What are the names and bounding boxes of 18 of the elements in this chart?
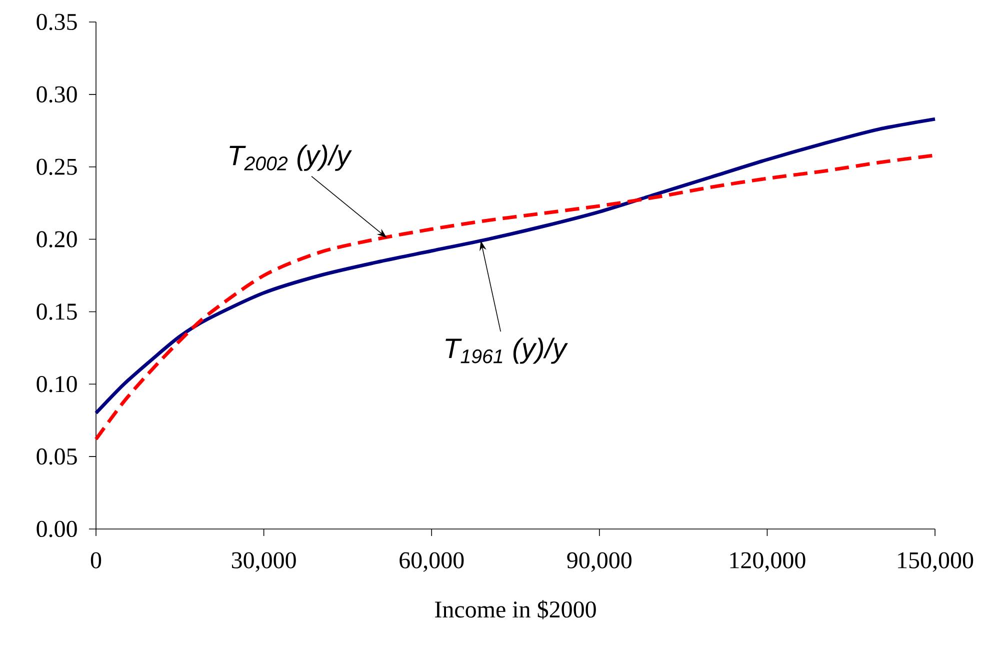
- x-tick-label: 120,000: [730, 552, 806, 572]
- annotation: T$_{1961}$ (y)/y: [446, 338, 568, 364]
- line-series: [94, 117, 937, 415]
- y-tick-label: 0.35: [36, 14, 77, 30]
- y-tick-label: 0.10: [36, 376, 77, 392]
- y-tick-label: 0.05: [36, 448, 77, 465]
- x-tick-label: 60,000: [400, 552, 464, 572]
- y-tick-label: 0.15: [36, 304, 77, 320]
- x-tick-label: 90,000: [567, 552, 632, 572]
- x-tick-label: 0: [90, 552, 102, 568]
- x-tick-label: 30,000: [232, 552, 296, 572]
- annotation: T$_{2002}$ (y)/y: [230, 144, 352, 171]
- y-tick-label: 0.30: [36, 86, 77, 103]
- x-axis-title: Income in $2000: [435, 600, 596, 620]
- y-tick-label: 0.20: [36, 231, 77, 248]
- y-tick-label: 0.25: [36, 158, 77, 176]
- x-tick-label: 150,000: [898, 552, 974, 572]
- y-tick-label: 0.00: [36, 520, 77, 538]
